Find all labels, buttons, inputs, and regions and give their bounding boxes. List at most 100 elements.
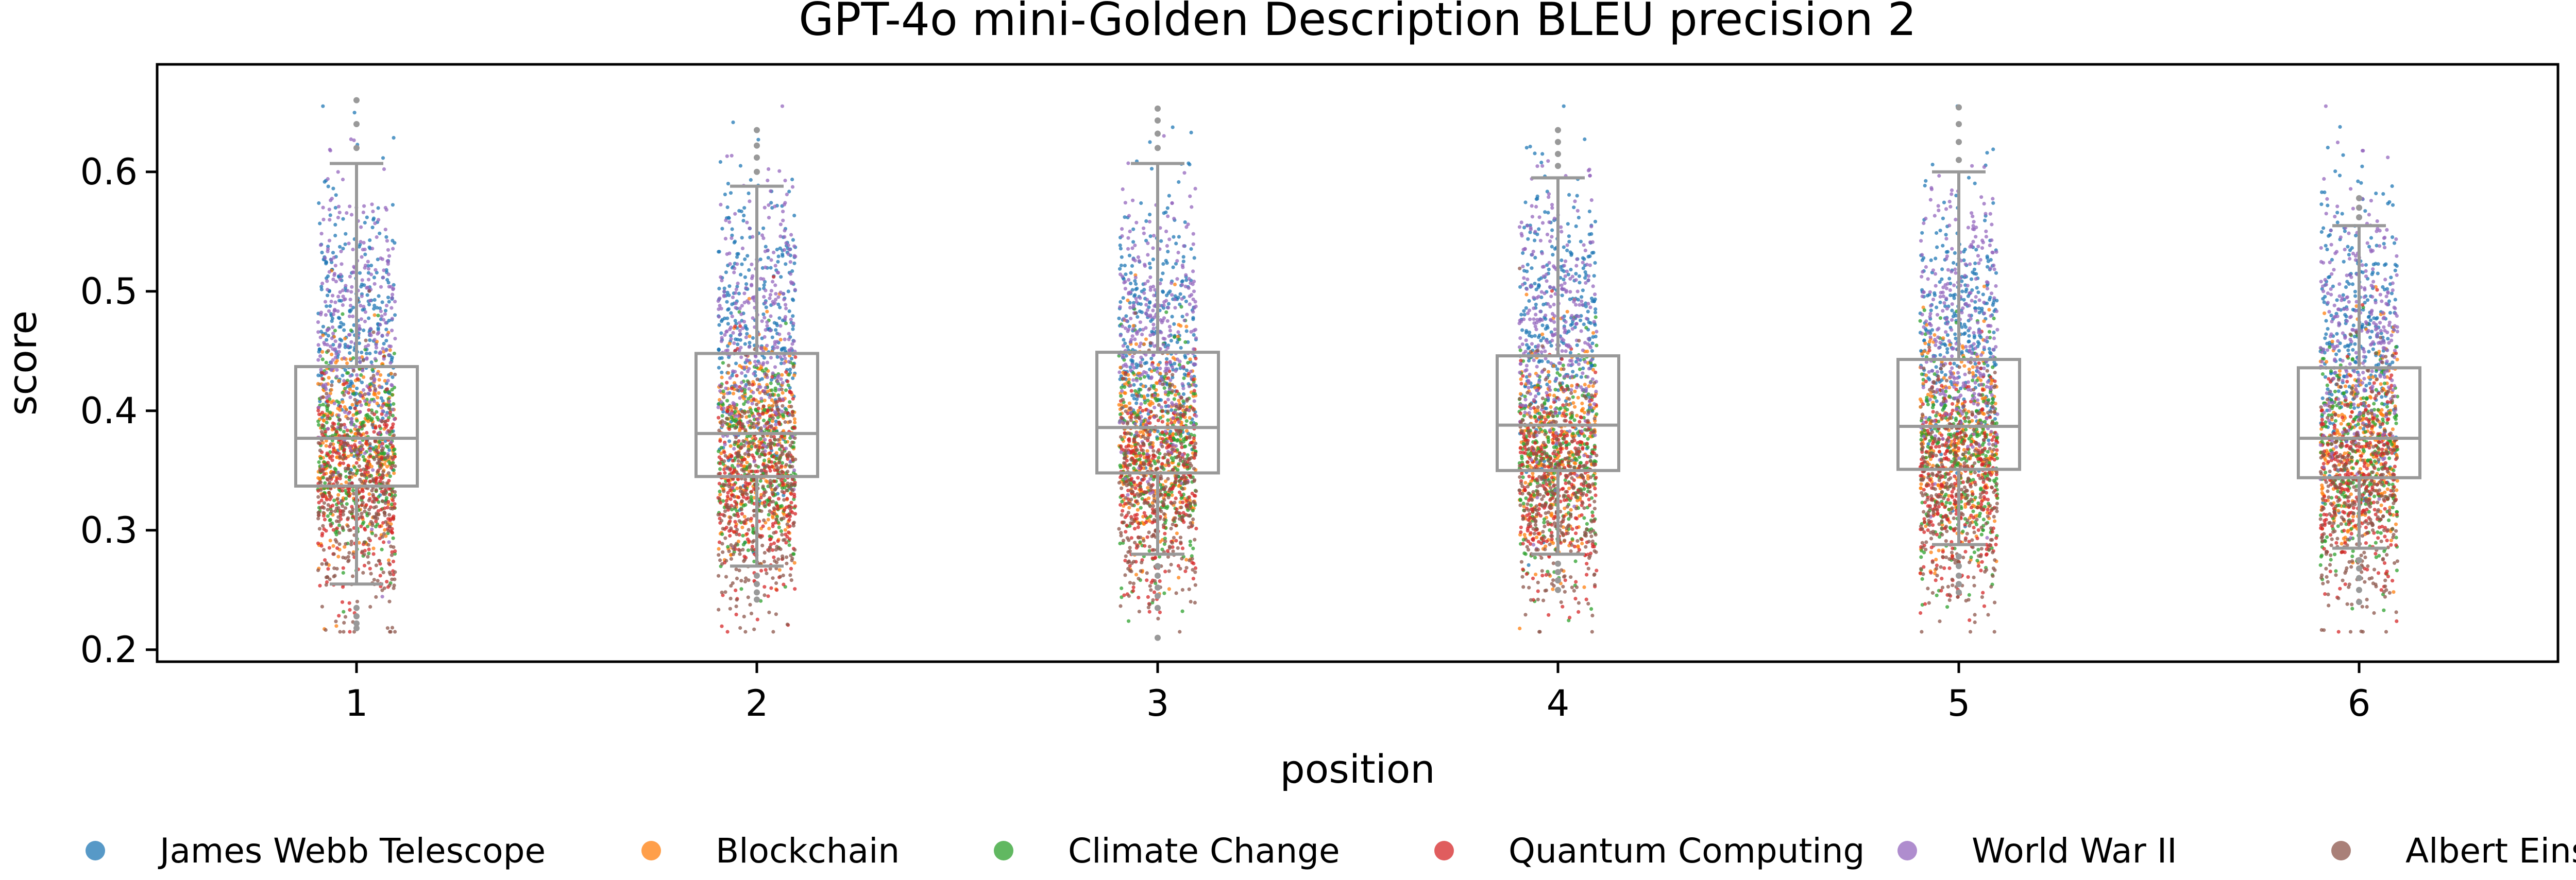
strip-point xyxy=(1132,366,1136,370)
strip-point xyxy=(1194,414,1198,418)
strip-point xyxy=(769,460,774,464)
strip-point xyxy=(1174,539,1178,543)
strip-point xyxy=(764,347,768,351)
strip-point xyxy=(1123,201,1127,205)
strip-point xyxy=(366,470,370,474)
strip-point xyxy=(1124,272,1128,277)
strip-point xyxy=(719,421,723,425)
strip-point xyxy=(769,381,773,385)
strip-point xyxy=(1161,456,1165,460)
strip-point xyxy=(1141,384,1145,388)
strip-point xyxy=(770,464,774,469)
strip-point xyxy=(1131,327,1135,331)
strip-point xyxy=(1171,486,1175,491)
strip-point xyxy=(1173,306,1177,310)
strip-point xyxy=(393,577,397,581)
strip-point xyxy=(342,630,346,634)
strip-point xyxy=(755,377,759,382)
strip-point xyxy=(323,300,328,304)
strip-point xyxy=(388,630,393,634)
strip-point xyxy=(747,528,751,532)
strip-point xyxy=(740,371,744,375)
strip-point xyxy=(319,313,323,317)
strip-point xyxy=(337,523,342,527)
strip-point xyxy=(1166,302,1171,306)
strip-point xyxy=(1170,365,1174,369)
strip-point xyxy=(722,483,726,487)
strip-point xyxy=(360,549,364,554)
strip-point xyxy=(725,205,730,210)
strip-point xyxy=(780,104,785,108)
strip-point xyxy=(721,550,725,554)
strip-point xyxy=(324,444,328,448)
strip-point xyxy=(776,393,781,398)
strip-point xyxy=(350,285,354,289)
strip-point xyxy=(1123,502,1127,506)
strip-point xyxy=(785,488,789,493)
strip-point xyxy=(791,524,795,528)
strip-point xyxy=(387,492,392,497)
strip-point xyxy=(784,303,788,307)
strip-point xyxy=(779,387,784,391)
strip-point xyxy=(387,399,392,403)
strip-point xyxy=(734,605,738,609)
strip-point xyxy=(382,452,386,456)
strip-point xyxy=(748,334,752,338)
strip-point xyxy=(738,306,742,310)
strip-point xyxy=(330,319,334,323)
strip-point xyxy=(341,178,345,182)
strip-point xyxy=(349,542,353,547)
strip-point xyxy=(389,372,393,376)
strip-point xyxy=(366,391,370,396)
strip-point xyxy=(747,387,751,391)
strip-point xyxy=(741,439,745,443)
strip-point xyxy=(778,222,783,227)
strip-point xyxy=(347,601,351,605)
strip-point xyxy=(331,450,335,454)
strip-point xyxy=(342,620,346,625)
strip-point xyxy=(336,471,341,475)
strip-point xyxy=(316,382,320,386)
strip-point xyxy=(790,342,794,346)
strip-point xyxy=(784,388,788,392)
strip-point xyxy=(371,479,375,483)
strip-point xyxy=(1161,271,1165,275)
strip-point xyxy=(351,514,355,519)
strip-point xyxy=(742,504,746,508)
strip-point xyxy=(369,263,374,268)
strip-point xyxy=(773,559,777,563)
strip-point xyxy=(342,449,346,453)
strip-point xyxy=(722,406,726,410)
strip-point xyxy=(375,372,380,376)
strip-point xyxy=(1127,439,1131,443)
strip-point xyxy=(718,356,722,360)
strip-point xyxy=(770,378,774,382)
strip-point xyxy=(392,433,396,437)
strip-point xyxy=(718,296,722,300)
strip-point xyxy=(377,461,381,465)
strip-point xyxy=(750,276,754,281)
strip-point xyxy=(781,218,785,222)
strip-point xyxy=(1174,369,1178,373)
strip-point xyxy=(1133,279,1137,283)
strip-point xyxy=(349,379,353,384)
strip-point xyxy=(333,329,337,333)
strip-point xyxy=(353,398,357,402)
strip-point xyxy=(375,476,379,480)
strip-point xyxy=(789,357,793,361)
strip-point xyxy=(743,275,747,279)
strip-point xyxy=(1188,540,1192,544)
strip-point xyxy=(328,539,332,543)
strip-point xyxy=(1189,330,1193,334)
strip-point xyxy=(345,441,350,445)
strip-point xyxy=(717,547,721,551)
strip-point xyxy=(357,541,361,545)
strip-point xyxy=(325,497,329,502)
strip-point xyxy=(349,213,354,217)
strip-point xyxy=(1139,355,1143,359)
strip-point xyxy=(787,189,791,194)
strip-point xyxy=(336,204,341,209)
strip-point xyxy=(746,595,750,599)
strip-point xyxy=(316,419,320,423)
